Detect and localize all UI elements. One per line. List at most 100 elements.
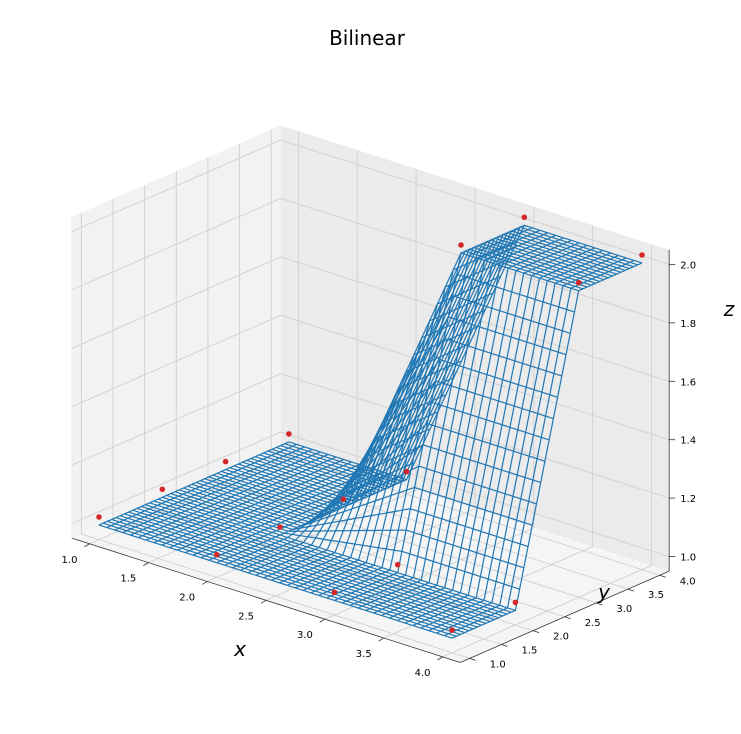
- y-tick-label: 2.0: [553, 632, 569, 643]
- y-tick-mark: [596, 602, 603, 606]
- gridline-z-left: [71, 198, 281, 291]
- wireframe-line-const-x: [310, 275, 502, 594]
- y-tick-mark: [532, 630, 540, 634]
- gridline-y-floor: [81, 533, 470, 659]
- y-tick-label: 4.0: [680, 576, 696, 587]
- wireframe-line-const-y: [280, 228, 634, 485]
- wireframe-line-const-x: [122, 448, 313, 534]
- wireframe-line-const-y: [288, 224, 643, 481]
- wireframe-line-const-x: [153, 458, 345, 544]
- y-tick-label: 2.5: [585, 618, 601, 629]
- wireframe-line-const-y: [276, 230, 630, 486]
- wireframe-line-const-x: [389, 242, 580, 619]
- wireframe-line-const-x: [365, 234, 556, 612]
- wireframe-line-const-y: [141, 505, 495, 621]
- wireframe-line-const-y: [221, 273, 575, 510]
- sample-point: [222, 458, 229, 465]
- sample-point: [331, 589, 338, 596]
- wireframe-line-const-y: [284, 226, 638, 483]
- x-tick-label: 3.0: [297, 630, 313, 641]
- wireframe-line-const-y: [183, 465, 537, 527]
- wireframe-line-const-x: [185, 468, 376, 554]
- gridline-z-left: [71, 139, 281, 232]
- wireframe-line-const-y: [124, 513, 478, 628]
- y-tick-label: 1.5: [521, 646, 537, 657]
- gridline-y-floor: [207, 478, 597, 604]
- wireframe-line-const-x: [114, 446, 305, 531]
- wireframe-line-const-y: [166, 494, 520, 590]
- x-tick-mark: [437, 656, 443, 661]
- wireframe-line-const-x: [396, 244, 588, 622]
- y-tick-label: 1.0: [490, 659, 506, 670]
- gridline-z-left: [71, 256, 281, 349]
- sample-point: [96, 514, 102, 520]
- x-tick-mark: [378, 637, 384, 642]
- wireframe-line-const-x: [279, 343, 470, 584]
- wireframe-line-const-x: [302, 292, 494, 591]
- wireframe-line-const-x: [334, 224, 525, 601]
- z-axis-label: z: [723, 297, 735, 321]
- wireframe-line-const-x: [420, 252, 611, 629]
- x-tick-mark: [260, 599, 267, 604]
- x-axis-label: x: [233, 637, 246, 661]
- gridline-y-floor: [271, 450, 660, 576]
- wireframe-line-const-x: [106, 443, 297, 529]
- wireframe-line-const-y: [145, 504, 499, 619]
- z-tick-label: 1.2: [680, 494, 696, 505]
- gridline-z-left: [71, 373, 281, 466]
- wireframe-line-const-y: [195, 401, 550, 521]
- sample-point: [394, 561, 401, 568]
- wireframe-line-const-y: [229, 250, 584, 507]
- wireframe-line-const-y: [103, 522, 457, 637]
- x-tick-label: 4.0: [415, 668, 431, 679]
- x-tick-mark: [84, 543, 90, 548]
- wireframe-line-const-y: [259, 237, 613, 494]
- sample-point: [159, 486, 166, 493]
- gridline-z-left: [71, 314, 281, 408]
- x-tick-label: 1.0: [62, 555, 78, 566]
- y-tick-mark: [627, 588, 635, 592]
- sample-point: [458, 242, 464, 248]
- wireframe-line-const-y: [149, 502, 503, 617]
- wireframe-line-const-x: [373, 237, 564, 614]
- wireframe-line-const-y: [250, 241, 605, 497]
- sample-point: [213, 551, 220, 558]
- wireframe-line-const-y: [233, 248, 588, 505]
- y-tick-label: 3.0: [616, 604, 632, 615]
- wireframe-line-const-y: [267, 233, 622, 490]
- wireframe-line-const-x: [161, 461, 352, 546]
- sample-point: [286, 431, 292, 437]
- wireframe-line-const-y: [119, 515, 474, 630]
- z-tick-label: 1.6: [680, 377, 696, 388]
- wireframe-line-const-x: [177, 466, 368, 551]
- sample-points: [96, 214, 645, 633]
- sample-point: [449, 627, 455, 633]
- wireframe-line-const-y: [128, 511, 482, 626]
- sample-point: [277, 524, 283, 530]
- wireframe-line-const-y: [216, 294, 571, 512]
- wireframe-line-const-y: [254, 239, 609, 496]
- wireframe-line-const-y: [162, 496, 516, 611]
- wireframe-line-const-x: [216, 479, 407, 564]
- wireframe-line-const-x: [326, 241, 517, 599]
- y-tick-mark: [469, 657, 476, 661]
- sample-point: [340, 496, 347, 503]
- x-tick-mark: [201, 581, 208, 585]
- sample-point: [575, 279, 582, 286]
- z-tick-label: 1.4: [680, 436, 696, 447]
- wireframe-line-const-y: [115, 517, 470, 632]
- wireframe-line-const-y: [174, 491, 529, 548]
- x-tick-label: 1.5: [120, 574, 136, 585]
- wireframe-line-const-y: [263, 235, 617, 492]
- wireframe-line-const-y: [153, 500, 508, 615]
- wireframe-line-const-x: [404, 247, 596, 624]
- y-tick-label: 3.5: [648, 590, 664, 601]
- wireframe-line-const-y: [157, 498, 512, 613]
- wireframe-line-const-y: [178, 486, 533, 529]
- sample-point: [639, 252, 645, 258]
- wireframe-line-const-y: [191, 422, 546, 523]
- x-tick-label: 3.5: [356, 649, 372, 660]
- x-tick-label: 2.5: [238, 611, 254, 622]
- wireframe-line-const-x: [412, 249, 604, 627]
- wireframe-line-const-y: [136, 507, 491, 623]
